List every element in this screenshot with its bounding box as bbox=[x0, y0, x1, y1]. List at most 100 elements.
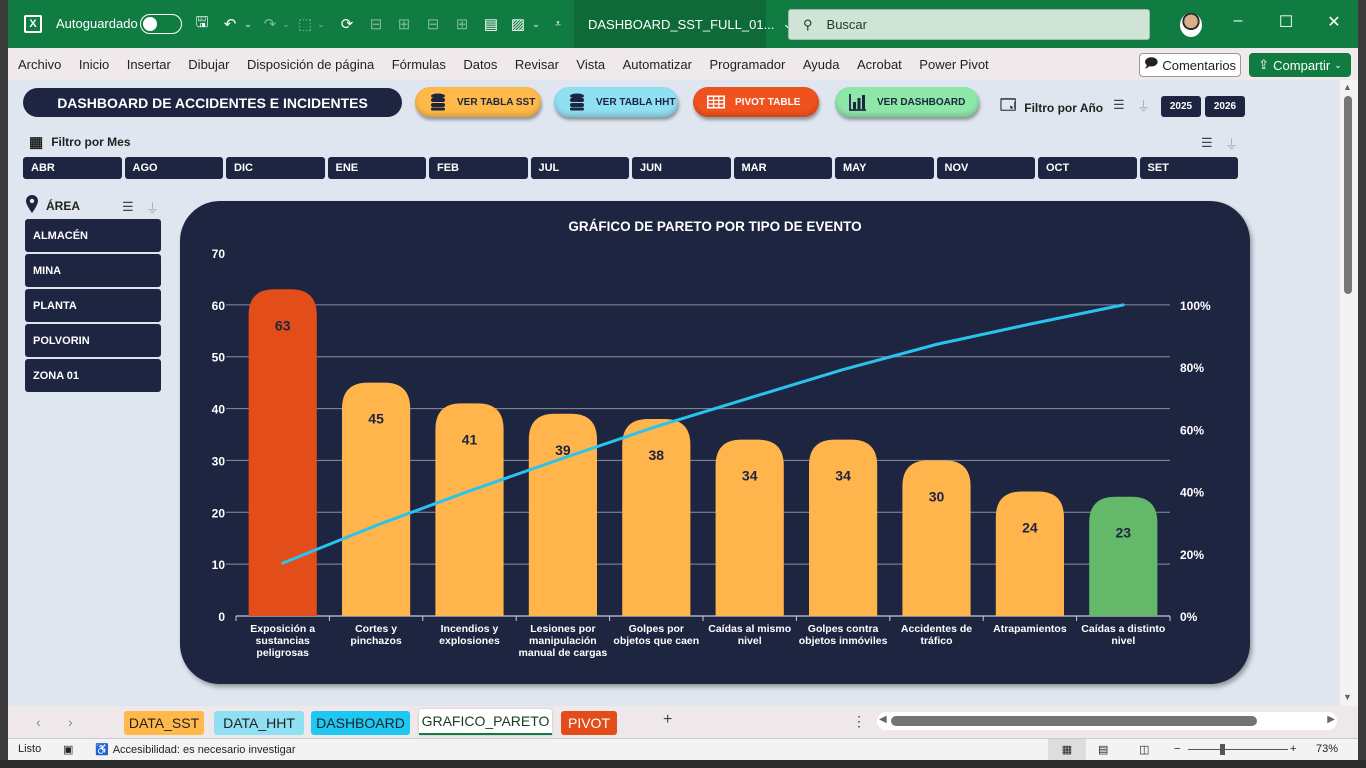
page-layout-view-icon[interactable]: ▤ bbox=[1098, 744, 1109, 756]
month-item[interactable]: SET bbox=[1139, 157, 1238, 179]
next-sheet-icon[interactable]: › bbox=[68, 714, 73, 730]
month-item[interactable]: ENE bbox=[327, 157, 426, 179]
menu-revisar[interactable]: Revisar bbox=[514, 56, 559, 72]
refresh-data-icon[interactable]: ⟳ bbox=[340, 16, 354, 33]
add-sheet-icon[interactable]: + bbox=[663, 711, 673, 728]
more-options-icon[interactable]: ⋮ bbox=[852, 713, 866, 729]
scroll-left-icon[interactable]: ◀ bbox=[879, 714, 887, 725]
maximize-icon[interactable]: ☐ bbox=[1278, 14, 1294, 31]
menu-datos[interactable]: Datos bbox=[463, 56, 498, 72]
zoom-slider-track[interactable] bbox=[1188, 749, 1288, 750]
data-label: 34 bbox=[742, 468, 758, 484]
align-middle-icon[interactable]: ⊞ bbox=[397, 16, 411, 33]
scroll-down-icon[interactable]: ▼ bbox=[1343, 692, 1352, 702]
month-item[interactable]: ABR bbox=[23, 157, 122, 179]
search-placeholder: Buscar bbox=[826, 17, 867, 32]
scroll-right-icon[interactable]: ▶ bbox=[1327, 714, 1335, 725]
zoom-level[interactable]: 73% bbox=[1316, 743, 1339, 755]
macro-recorder-icon[interactable]: ▣ bbox=[63, 744, 74, 756]
redo-icon[interactable]: ↷ bbox=[263, 16, 277, 33]
vertical-scrollbar[interactable]: ▲ ▼ bbox=[1340, 80, 1358, 706]
tab-data-sst[interactable]: DATA_SST bbox=[124, 711, 204, 735]
undo-icon[interactable]: ↶ bbox=[223, 16, 237, 33]
image-icon[interactable]: ▨ bbox=[510, 16, 526, 33]
tab-data-hht[interactable]: DATA_HHT bbox=[214, 711, 304, 735]
tab-pivot[interactable]: PIVOT bbox=[561, 711, 617, 735]
horizontal-scrollbar[interactable]: ◀ ▶ bbox=[877, 712, 1337, 730]
multi-select-icon[interactable]: ☰ bbox=[122, 199, 134, 214]
distribute-horizontal-icon[interactable]: ⊞ bbox=[455, 16, 469, 33]
menu-vista[interactable]: Vista bbox=[576, 56, 606, 72]
pivot-table-button[interactable]: PIVOT TABLE bbox=[693, 87, 819, 117]
menu-programador[interactable]: Programador bbox=[709, 56, 786, 72]
align-center-icon[interactable]: ⊟ bbox=[369, 16, 383, 33]
ver-dashboard-button[interactable]: VER DASHBOARD bbox=[835, 87, 979, 117]
area-item[interactable]: MINA bbox=[25, 254, 161, 287]
comments-button[interactable]: 🗩 Comentarios bbox=[1139, 53, 1241, 77]
month-item[interactable]: JUL bbox=[530, 157, 629, 179]
zoom-out-icon[interactable]: − bbox=[1174, 743, 1181, 755]
area-item[interactable]: ALMACÉN bbox=[25, 219, 161, 252]
clear-filter-icon[interactable]: ⏚ bbox=[1225, 137, 1239, 152]
redo-dropdown-icon[interactable]: ⌄ bbox=[282, 18, 290, 29]
prev-sheet-icon[interactable]: ‹ bbox=[36, 714, 41, 730]
zoom-in-icon[interactable]: + bbox=[1290, 743, 1297, 755]
area-item[interactable]: PLANTA bbox=[25, 289, 161, 322]
tab-dashboard[interactable]: DASHBOARD bbox=[311, 711, 410, 735]
area-item[interactable]: ZONA 01 bbox=[25, 359, 161, 392]
normal-view-icon[interactable]: ▦ bbox=[1048, 739, 1086, 760]
month-item[interactable]: FEB bbox=[429, 157, 528, 179]
year-2026-button[interactable]: 2026 bbox=[1205, 96, 1245, 117]
month-item[interactable]: OCT bbox=[1038, 157, 1137, 179]
distribute-vertical-icon[interactable]: ⊟ bbox=[426, 16, 440, 33]
user-avatar[interactable] bbox=[1180, 13, 1202, 37]
customize-toolbar-icon[interactable]: ⩡ bbox=[554, 17, 562, 30]
tab-grafico-pareto[interactable]: GRAFICO_PARETO bbox=[419, 709, 552, 735]
clear-filter-icon[interactable]: ⏚ bbox=[1137, 99, 1151, 114]
month-item[interactable]: AGO bbox=[124, 157, 223, 179]
menu-power-pivot[interactable]: Power Pivot bbox=[919, 56, 989, 72]
month-item[interactable]: DIC bbox=[226, 157, 325, 179]
form-icon[interactable]: ▤ bbox=[483, 16, 499, 33]
menu-acrobat[interactable]: Acrobat bbox=[856, 56, 902, 72]
month-item[interactable]: MAY bbox=[835, 157, 934, 179]
menu-formulas[interactable]: Fórmulas bbox=[391, 56, 446, 72]
data-label: 23 bbox=[1116, 525, 1132, 541]
month-item[interactable]: MAR bbox=[733, 157, 832, 179]
select-objects-icon[interactable]: ⬚ bbox=[297, 16, 313, 33]
select-dropdown-icon[interactable]: ⌄ bbox=[317, 18, 325, 29]
page-break-view-icon[interactable]: ◫ bbox=[1139, 744, 1150, 756]
menu-inicio[interactable]: Inicio bbox=[78, 56, 110, 72]
menu-automatizar[interactable]: Automatizar bbox=[622, 56, 692, 72]
horizontal-scroll-thumb[interactable] bbox=[891, 716, 1257, 726]
pareto-chart[interactable]: GRÁFICO DE PARETO POR TIPO DE EVENTO 0 10… bbox=[180, 201, 1250, 684]
menu-insertar[interactable]: Insertar bbox=[126, 56, 171, 72]
menu-dibujar[interactable]: Dibujar bbox=[188, 56, 230, 72]
month-item[interactable]: JUN bbox=[632, 157, 731, 179]
close-icon[interactable]: ✕ bbox=[1327, 14, 1341, 31]
save-icon[interactable]: 🖫 bbox=[195, 13, 209, 31]
file-name-dropdown[interactable]: DASHBOARD_SST_FULL_01... ⌄ bbox=[574, 0, 793, 48]
autosave-toggle[interactable] bbox=[140, 14, 182, 34]
menu-archivo[interactable]: Archivo bbox=[18, 56, 62, 72]
menu-ayuda[interactable]: Ayuda bbox=[802, 56, 840, 72]
multi-select-icon[interactable]: ☰ bbox=[1113, 97, 1125, 112]
y2-tick-label: 20% bbox=[1180, 548, 1204, 562]
clear-filter-icon[interactable]: ⏚ bbox=[146, 201, 160, 216]
search-box[interactable]: ⚲ Buscar bbox=[788, 9, 1150, 40]
ver-tabla-hht-button[interactable]: VER TABLA HHT bbox=[554, 87, 678, 117]
zoom-slider-thumb[interactable] bbox=[1220, 744, 1225, 755]
scroll-up-icon[interactable]: ▲ bbox=[1343, 82, 1352, 92]
year-2025-button[interactable]: 2025 bbox=[1161, 96, 1201, 117]
share-button[interactable]: ⇪ Compartir ⌄ bbox=[1249, 53, 1351, 77]
vertical-scroll-thumb[interactable] bbox=[1344, 96, 1352, 294]
minimize-icon[interactable]: – bbox=[1233, 12, 1243, 29]
menu-disposicion[interactable]: Disposición de página bbox=[246, 56, 375, 72]
multi-select-icon[interactable]: ☰ bbox=[1201, 135, 1213, 150]
undo-dropdown-icon[interactable]: ⌄ bbox=[244, 18, 252, 29]
accessibility-status[interactable]: ♿ Accesibilidad: es necesario investigar bbox=[95, 743, 296, 757]
area-item[interactable]: POLVORIN bbox=[25, 324, 161, 357]
image-dropdown-icon[interactable]: ⌄ bbox=[532, 18, 540, 29]
ver-tabla-sst-button[interactable]: VER TABLA SST bbox=[415, 87, 541, 117]
month-item[interactable]: NOV bbox=[936, 157, 1035, 179]
